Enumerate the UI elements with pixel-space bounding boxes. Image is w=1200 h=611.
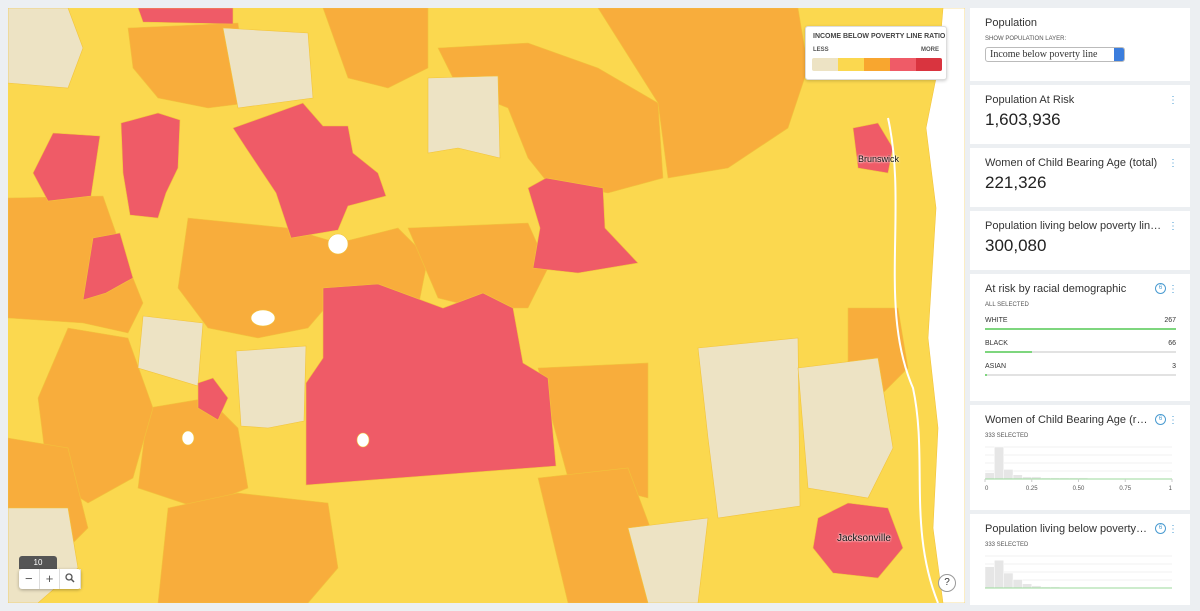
legend-less: LESS <box>813 47 829 53</box>
histogram-bar <box>994 446 1004 480</box>
histogram <box>984 555 1172 589</box>
selection-status: ALL SELECTED <box>985 302 1029 308</box>
bar-track <box>985 374 1176 376</box>
filter-badge[interactable]: 6 <box>1155 283 1166 294</box>
zoom-level: 10 <box>19 556 57 569</box>
layer-select[interactable]: Income below poverty line <box>985 47 1125 62</box>
legend-swatch <box>916 58 942 71</box>
card-title: Population living below poverty line (to… <box>985 220 1165 232</box>
legend-swatch <box>864 58 890 71</box>
race-name: ASIAN <box>985 363 1007 370</box>
legend-swatches <box>812 58 942 71</box>
racial-card: At risk by racial demographic 6 ⋮ ALL SE… <box>970 274 1190 401</box>
race-name: BLACK <box>985 340 1008 347</box>
legend-swatch <box>890 58 916 71</box>
stat-value: 1,603,936 <box>985 110 1061 129</box>
zoom-buttons: − + <box>19 569 82 589</box>
card-title: Population living below poverty line (ra… <box>985 523 1150 535</box>
histogram-card: Population living below poverty line (ra… <box>970 514 1190 605</box>
histogram-card: Women of Child Bearing Age (ratio) 6 ⋮ 333 … <box>970 405 1190 510</box>
x-tick-label: 0.75 <box>1119 486 1131 492</box>
x-tick-label: 0.50 <box>1073 486 1085 492</box>
legend-more: MORE <box>921 47 939 53</box>
histogram: 0 0.25 0.50 0.75 1 <box>984 446 1173 492</box>
search-button[interactable] <box>60 569 82 589</box>
histogram-bar <box>1022 583 1033 589</box>
legend-title: INCOME BELOW POVERTY LINE RATIO <box>813 33 946 40</box>
bar <box>985 351 1033 353</box>
card-menu: ⋮ <box>1168 221 1178 232</box>
zoom-control: 10 − + <box>19 556 82 589</box>
histogram-bar <box>1003 469 1014 480</box>
help-button[interactable]: ? <box>938 574 956 592</box>
card-title: Population <box>985 17 1037 29</box>
histogram-bar <box>1003 572 1014 589</box>
race-count: 66 <box>1168 340 1176 347</box>
x-tick-label: 0.25 <box>1026 486 1038 492</box>
card-menu: ⋮ <box>1168 158 1178 169</box>
legend: INCOME BELOW POVERTY LINE RATIO LESS MOR… <box>805 26 947 80</box>
race-count: 267 <box>1164 317 1176 324</box>
layer-card: Population SHOW POPULATION LAYER: Income… <box>970 8 1190 81</box>
histogram-bar <box>1012 474 1023 480</box>
card-title: At risk by racial demographic <box>985 283 1127 295</box>
stat-card: Population living below poverty line (to… <box>970 211 1190 270</box>
map[interactable] <box>8 8 965 603</box>
stat-card: Population At Risk ⋮ 1,603,936 <box>970 85 1190 144</box>
histogram-bar <box>984 566 995 589</box>
card-menu[interactable]: ⋮ <box>1168 284 1178 295</box>
stat-card: Women of Child Bearing Age (total) ⋮ 221,3… <box>970 148 1190 207</box>
card-menu: ⋮ <box>1168 524 1178 535</box>
bar-track <box>985 351 1176 353</box>
search-icon <box>65 573 75 583</box>
x-tick-label: 0 <box>985 486 989 492</box>
place-label: Jacksonville <box>837 533 891 544</box>
card-menu: ⋮ <box>1168 415 1178 426</box>
histogram-bar <box>994 560 1004 589</box>
card-menu: ⋮ <box>1168 95 1178 106</box>
stat-value: 221,326 <box>985 173 1047 192</box>
selection-status: 333 SELECTED <box>985 433 1029 439</box>
layer-label: SHOW POPULATION LAYER: <box>985 36 1067 42</box>
selection-status: 333 SELECTED <box>985 542 1029 548</box>
zoom-out[interactable]: − <box>19 569 40 589</box>
race-row: ASIAN 3 <box>985 363 1176 377</box>
race-row: WHITE 267 <box>985 317 1176 331</box>
race-name: WHITE <box>985 317 1008 324</box>
regions <box>8 8 965 603</box>
bar <box>985 374 988 376</box>
race-count: 3 <box>1172 363 1176 370</box>
filter-badge: 6 <box>1155 523 1166 534</box>
card-title: Women of Child Bearing Age (total) <box>985 157 1158 169</box>
stat-value: 300,080 <box>985 236 1047 255</box>
x-tick-label: 1 <box>1169 486 1173 492</box>
place-label: Brunswick <box>858 154 900 164</box>
zoom-in[interactable]: + <box>40 569 61 589</box>
bar <box>985 328 1176 330</box>
race-row: BLACK 66 <box>985 340 1176 354</box>
legend-swatch <box>838 58 864 71</box>
legend-swatch <box>812 58 838 71</box>
filter-badge: 6 <box>1155 414 1166 425</box>
sidebar: Population SHOW POPULATION LAYER: Income… <box>970 8 1190 609</box>
histogram-bar <box>1012 579 1023 589</box>
card-title: Population At Risk <box>985 94 1075 106</box>
card-title: Women of Child Bearing Age (ratio) <box>985 414 1150 426</box>
histogram-bar <box>984 472 995 480</box>
